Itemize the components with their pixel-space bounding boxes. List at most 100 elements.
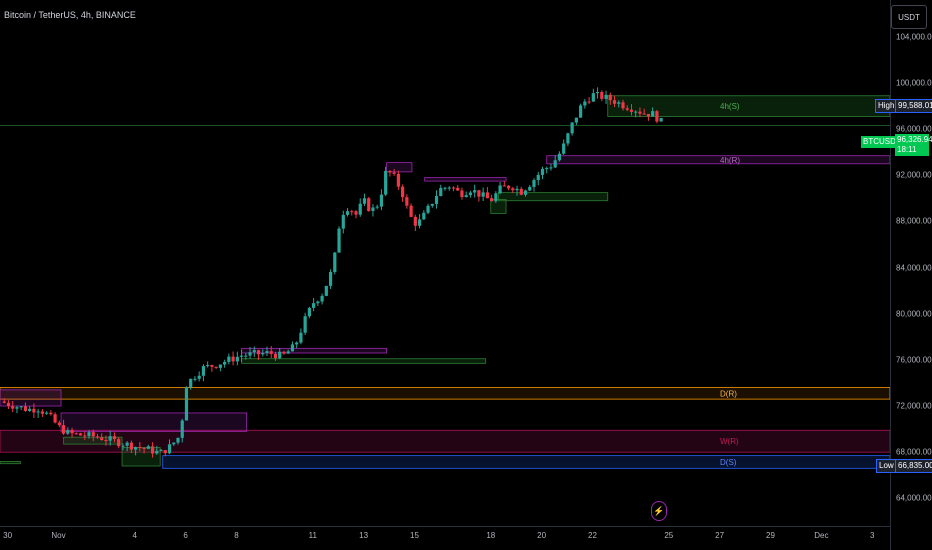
currency-button[interactable]: USDT — [891, 5, 927, 29]
candle-body-119 — [506, 185, 511, 189]
candle-body-94 — [401, 186, 405, 198]
price-tick-label: 84,000.00 — [896, 263, 932, 273]
zone-5 — [0, 389, 62, 407]
time-axis-separator — [0, 526, 890, 527]
time-tick-label: 27 — [715, 531, 725, 540]
candle-body-19 — [83, 435, 87, 437]
candle-body-55 — [235, 356, 239, 362]
candle-body-58 — [248, 352, 252, 356]
candle-body-123 — [523, 190, 528, 195]
lightning-icon[interactable]: ⚡ — [651, 501, 667, 521]
candle-body-0 — [2, 401, 6, 403]
candle-body-80 — [341, 214, 345, 229]
time-tick-label: 22 — [588, 531, 597, 540]
zone-10 — [424, 177, 507, 182]
candle-body-134 — [570, 122, 574, 134]
time-tick-label: 3 — [869, 531, 875, 540]
time-tick-label: 20 — [537, 531, 547, 540]
candle-body-45 — [193, 378, 197, 380]
candle-body-78 — [333, 252, 337, 273]
candle-body-106 — [451, 187, 456, 189]
candle-body-3 — [15, 407, 19, 409]
candle-body-149 — [634, 111, 638, 113]
candle-body-86 — [367, 198, 371, 211]
zone-label-3: W(R) — [720, 437, 739, 446]
candle-body-139 — [591, 93, 595, 102]
zone-7 — [241, 347, 387, 354]
time-tick-label: 25 — [664, 531, 674, 540]
candle-body-71 — [303, 316, 307, 333]
candle-body-108 — [460, 190, 464, 198]
candle-body-116 — [494, 193, 498, 202]
candle-body-38 — [163, 450, 167, 454]
candle-body-98 — [417, 219, 422, 226]
time-tick-label: 15 — [410, 531, 419, 540]
candle-body-56 — [239, 355, 244, 357]
time-tick-label: 8 — [234, 531, 239, 540]
candle-body-28 — [121, 445, 125, 447]
candle-body-77 — [328, 272, 333, 286]
candle-body-79 — [337, 228, 341, 253]
candle-body-37 — [159, 450, 163, 452]
candle-body-70 — [299, 332, 303, 343]
candle-body-131 — [557, 153, 562, 161]
candle-body-99 — [422, 212, 426, 220]
candle-body-1 — [6, 402, 11, 407]
candle-body-142 — [604, 94, 608, 99]
candle-body-39 — [167, 444, 172, 454]
time-tick-label: Dec — [814, 531, 829, 540]
candle-body-147 — [625, 108, 629, 110]
price-tick-label: 92,000.00 — [896, 170, 932, 180]
candle-body-62 — [265, 351, 269, 354]
candle-body-8 — [36, 411, 40, 413]
candle-body-120 — [511, 188, 515, 191]
candle-body-72 — [307, 307, 311, 317]
candle-body-114 — [485, 192, 489, 199]
high-value-tag: 99,588.01 — [895, 99, 932, 113]
candle-body-151 — [642, 113, 646, 115]
candle-body-4 — [19, 406, 23, 408]
candle-body-11 — [49, 412, 53, 415]
candle-body-107 — [456, 187, 460, 191]
candle-body-143 — [608, 94, 612, 101]
candle-body-83 — [354, 211, 358, 215]
candle-body-122 — [519, 188, 523, 195]
candle-body-64 — [273, 353, 278, 359]
zone-12 — [490, 199, 507, 214]
candle-body-148 — [629, 109, 634, 112]
candle-body-23 — [100, 437, 104, 440]
countdown-timer: 18:11 — [897, 145, 917, 154]
candle-body-118 — [502, 185, 506, 187]
candle-body-105 — [447, 187, 451, 189]
candle-body-63 — [269, 351, 273, 354]
candle-body-112 — [477, 190, 481, 197]
zone-0 — [607, 95, 891, 117]
candle-body-150 — [638, 111, 642, 114]
candle-body-152 — [646, 113, 651, 117]
zone-14 — [121, 447, 161, 467]
candle-body-24 — [104, 439, 108, 441]
candle-body-133 — [566, 133, 570, 144]
candle-body-17 — [74, 433, 78, 435]
candle-body-14 — [61, 425, 66, 434]
candle-body-124 — [528, 186, 532, 191]
candle-body-109 — [464, 195, 468, 198]
candle-body-129 — [549, 167, 553, 169]
candle-body-87 — [371, 207, 375, 211]
candle-body-76 — [324, 285, 328, 296]
candle-body-153 — [651, 111, 655, 117]
candle-body-81 — [345, 211, 350, 215]
candle-body-103 — [439, 187, 443, 197]
candle-body-138 — [587, 101, 591, 103]
low-value-tag: 66,835.00 — [895, 459, 932, 473]
candle-body-137 — [583, 101, 587, 106]
price-tick-label: 72,000.00 — [896, 401, 932, 411]
candle-body-67 — [286, 351, 290, 354]
candle-body-35 — [150, 446, 155, 454]
candle-body-52 — [223, 361, 227, 365]
candle-body-104 — [443, 187, 447, 189]
candle-body-41 — [176, 437, 180, 443]
candle-body-6 — [28, 408, 32, 411]
